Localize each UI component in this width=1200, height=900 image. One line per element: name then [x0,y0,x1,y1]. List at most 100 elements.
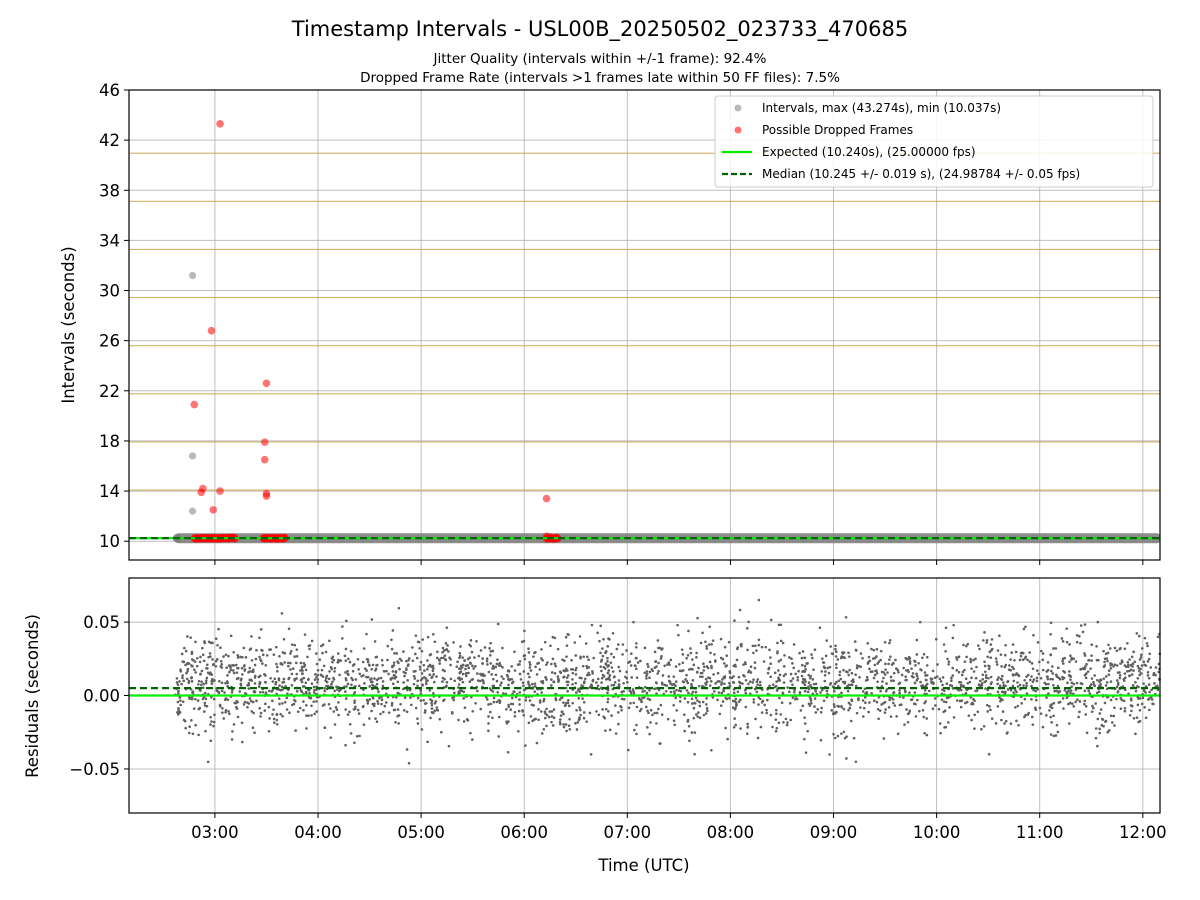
residual-point-1244 [803,664,807,668]
residual-point-1512 [1061,662,1065,665]
residual-point-914 [645,670,649,673]
residual-point-2206 [344,743,347,747]
residual-point-327 [537,718,540,722]
residual-point-2178 [543,640,547,644]
residual-point-896 [370,667,374,671]
residual-point-946 [710,748,713,752]
residual-point-1020 [380,698,384,702]
residual-point-2038 [1069,654,1072,658]
residual-point-13 [865,675,869,679]
residual-point-729 [697,666,700,670]
residual-point-2 [302,676,306,680]
residual-point-2142 [267,729,271,733]
residual-point-1264 [796,678,800,682]
residual-point-2661 [959,705,963,709]
residual-point-504 [286,661,290,665]
residual-point-1313 [269,676,272,680]
residual-point-764 [752,698,756,701]
residual-point-2042 [479,649,483,652]
residual-point-255 [189,636,192,639]
residual-point-2297 [659,742,662,745]
residual-point-2858 [348,710,351,714]
residual-point-716 [1115,685,1119,689]
residual-point-904 [1102,649,1105,653]
residual-point-797 [335,688,339,691]
legend-label-median: Median (10.245 +/- 0.019 s), (24.98784 +… [762,167,1080,181]
residual-point-1574 [538,699,542,702]
residual-point-2617 [800,656,804,660]
residual-point-2680 [1133,660,1137,664]
residual-point-2144 [293,698,296,702]
residual-point-411 [598,639,601,643]
residual-point-350 [433,709,436,713]
residual-point-1282 [931,707,935,711]
residual-point-2898 [1031,667,1035,671]
residual-point-1860 [698,716,702,720]
residual-point-2193 [811,678,815,681]
residual-point-1947 [184,649,188,653]
residual-point-1967 [1113,706,1116,710]
residual-point-1283 [384,701,388,704]
residual-point-1266 [1079,624,1083,627]
residual-point-2728 [657,646,660,650]
residual-point-586 [696,715,700,718]
residual-point-1975 [589,753,593,756]
residual-point-2788 [564,635,568,639]
residual-point-1471 [471,664,474,668]
residual-point-1898 [808,676,812,680]
residual-point-2414 [734,665,737,668]
residual-point-2914 [850,698,853,701]
residual-point-401 [571,701,574,705]
residual-point-763 [982,724,986,728]
residual-point-1377 [218,705,222,708]
residual-point-1637 [261,662,264,665]
residual-point-2983 [1126,641,1129,645]
residual-point-2321 [724,665,728,668]
residual-point-2408 [201,686,205,690]
residual-point-1018 [321,651,324,655]
residual-point-482 [314,652,318,655]
residual-point-2492 [1035,698,1038,702]
residual-point-334 [496,690,500,694]
residual-point-2096 [1035,679,1039,683]
residual-point-2819 [1097,658,1100,662]
residual-point-1262 [596,631,599,635]
residual-point-64 [751,681,755,684]
residual-point-850 [356,657,360,661]
residual-point-157 [824,670,827,673]
residual-point-2566 [747,620,750,624]
residual-point-2893 [299,678,303,682]
residual-point-1087 [966,681,970,685]
residual-point-1278 [780,701,784,705]
residual-point-1917 [441,646,445,650]
residual-point-530 [951,666,955,670]
residual-point-2214 [562,712,565,716]
residual-point-674 [982,639,985,642]
residual-point-934 [1008,664,1011,667]
residual-point-498 [942,700,946,703]
residual-point-1740 [1157,670,1160,674]
residual-point-858 [1130,673,1134,676]
residual-point-2918 [502,692,505,695]
residual-point-1453 [604,663,608,666]
residual-point-53 [752,678,755,681]
residual-point-1910 [1078,700,1082,703]
residual-point-684 [630,676,633,679]
residual-point-1132 [507,703,510,707]
residual-point-2491 [607,676,611,679]
residual-point-1090 [1094,727,1098,730]
residual-point-2470 [626,680,629,684]
residual-point-1629 [337,701,340,704]
residual-point-2768 [660,655,663,658]
residual-point-332 [1056,684,1060,688]
residual-point-2247 [841,652,845,655]
residual-point-1859 [917,661,920,665]
residual-point-2420 [323,726,327,729]
residual-point-2945 [552,708,556,711]
residual-point-1646 [468,656,472,659]
residual-point-2818 [219,646,222,649]
residual-point-697 [707,643,711,646]
residual-point-1885 [1074,700,1077,704]
residual-point-2947 [190,675,193,679]
residual-point-1889 [636,661,640,664]
